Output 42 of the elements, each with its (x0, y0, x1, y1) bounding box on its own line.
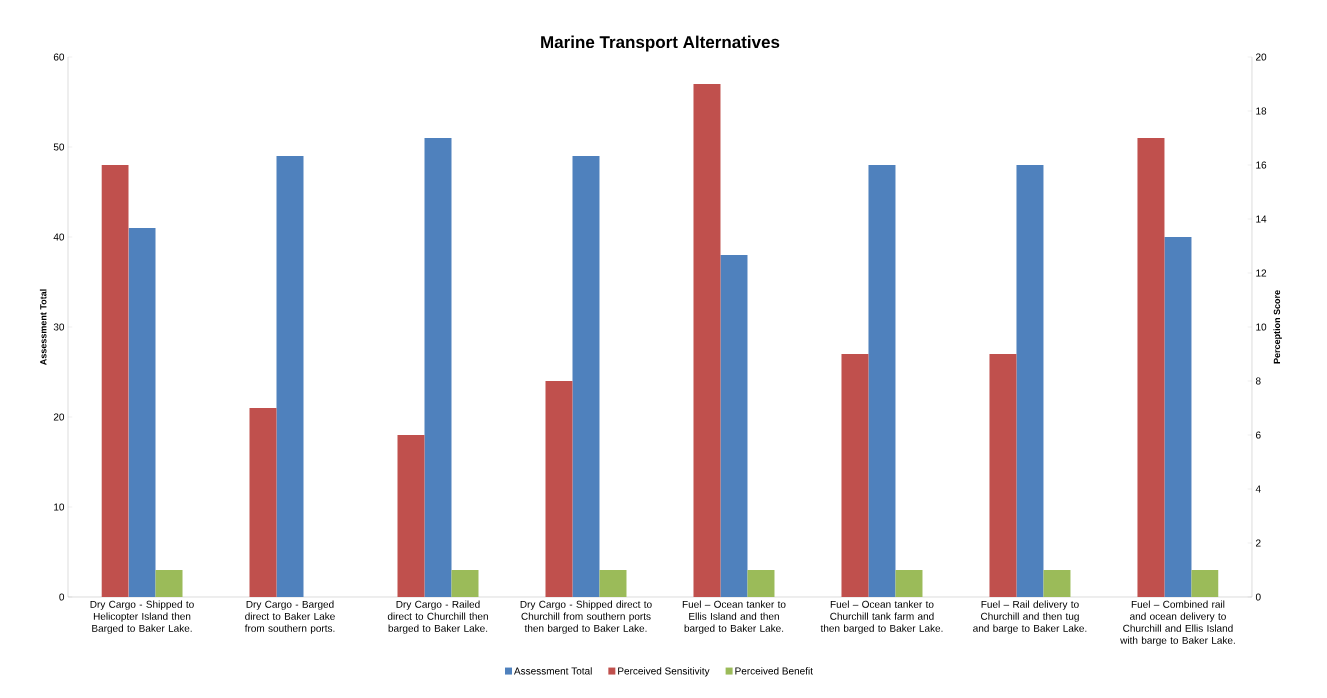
y2-tick-label: 20 (1256, 53, 1267, 61)
x-tick-label: Fuel – Rail delivery to Churchill and then tug and barge to Baker Lake. (973, 600, 1087, 634)
x-tick-label: Dry Cargo - Railed direct to Churchill then barged to Baker Lake. (387, 600, 488, 634)
y-tick-label: 20 (53, 413, 65, 421)
legend-label: Assessment Total (514, 667, 592, 675)
y-tick-label: 10 (54, 503, 65, 511)
bar (1191, 569, 1219, 597)
bar (747, 569, 775, 597)
x-tick-label: Dry Cargo - Barged direct to Baker Lake from southern ports. (244, 600, 335, 634)
bar (599, 569, 627, 597)
x-tick-label: Dry Cargo - Shipped to Helicopter Island then Barged to Baker Lake. (90, 600, 194, 634)
y-tick-label: 0 (59, 593, 65, 601)
y2-tick-label: 4 (1255, 485, 1261, 493)
bar (424, 137, 452, 597)
x-tick-label: Dry Cargo - Shipped direct to Churchill from southern ports then barged to Baker Lake. (520, 600, 652, 634)
bar (276, 155, 304, 597)
y-tick-label: 50 (53, 143, 65, 151)
y2-tick-label: 6 (1256, 431, 1261, 439)
y-tick-label: 30 (53, 323, 65, 331)
y2-tick-label: 0 (1255, 593, 1261, 601)
y2-tick-label: 2 (1256, 539, 1261, 547)
x-tick-label: Fuel – Ocean tanker to Ellis Island and then barged to Baker Lake. (682, 600, 786, 634)
y2-tick-label: 10 (1256, 323, 1267, 331)
y2-tick-label: 18 (1256, 107, 1267, 115)
legend-label: Perceived Benefit (735, 667, 813, 675)
chart-title: Marine Transport Alternatives (541, 35, 780, 52)
y2-tick-label: 14 (1256, 215, 1267, 223)
legend-label: Perceived Sensitivity (618, 667, 710, 677)
y-tick-label: 40 (53, 233, 65, 241)
bar (451, 569, 479, 597)
y-tick-label: 60 (53, 53, 65, 61)
x-tick-label: Fuel – Ocean tanker to Churchill tank farm and then barged to Baker Lake. (820, 600, 943, 634)
bar (1043, 569, 1071, 597)
y2-tick-label: 12 (1256, 269, 1267, 277)
x-tick-label: Fuel – Combined rail and ocean delivery to Churchill and Ellis Island with barge to Baker Lake. (1120, 600, 1235, 646)
y2-tick-label: 16 (1256, 161, 1267, 169)
bar (572, 155, 600, 597)
bar (895, 569, 923, 597)
bar (155, 569, 183, 597)
y2-tick-label: 8 (1255, 377, 1261, 385)
y2-axis-title: Perception Score (1273, 290, 1282, 364)
y-axis-title: Assessment Total (39, 289, 47, 365)
